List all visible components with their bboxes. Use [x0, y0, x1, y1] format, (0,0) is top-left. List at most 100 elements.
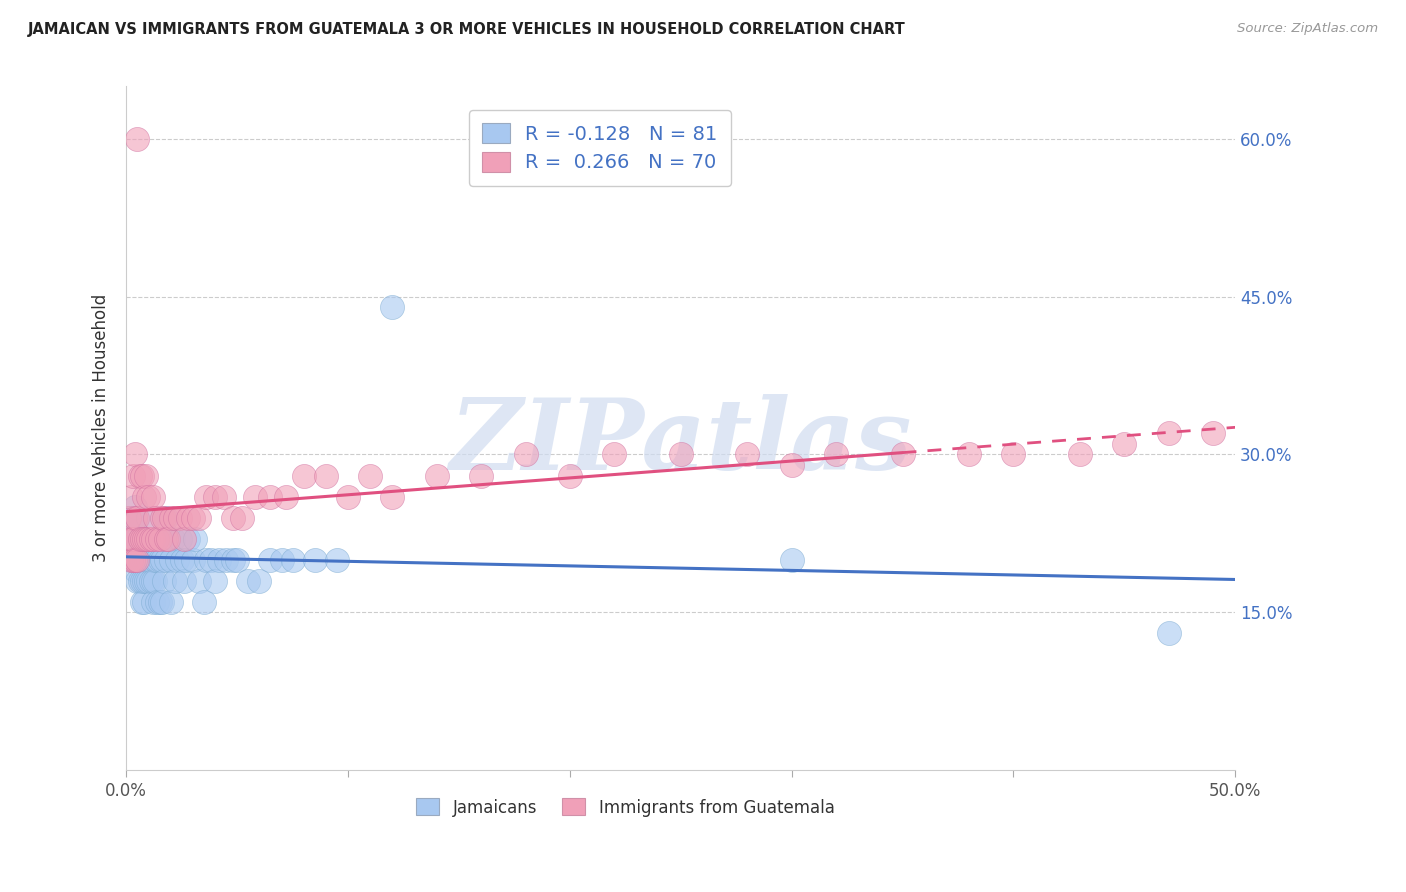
Point	[177, 510, 200, 524]
Point	[1157, 626, 1180, 640]
Point	[138, 510, 160, 524]
Point	[153, 510, 176, 524]
Point	[780, 458, 803, 472]
Point	[135, 532, 157, 546]
Point	[122, 532, 145, 546]
Point	[127, 132, 149, 146]
Point	[281, 552, 304, 566]
Point	[603, 447, 626, 461]
Point	[138, 552, 160, 566]
Point	[243, 490, 266, 504]
Point	[138, 490, 160, 504]
Point	[131, 468, 153, 483]
Point	[135, 468, 157, 483]
Point	[122, 532, 145, 546]
Point	[153, 532, 176, 546]
Point	[162, 532, 184, 546]
Point	[127, 532, 149, 546]
Point	[124, 563, 146, 577]
Point	[426, 468, 449, 483]
Y-axis label: 3 or more Vehicles in Household: 3 or more Vehicles in Household	[93, 294, 110, 562]
Point	[165, 510, 187, 524]
Point	[120, 490, 142, 504]
Point	[117, 532, 139, 546]
Point	[825, 447, 848, 461]
Point	[120, 552, 142, 566]
Point	[177, 532, 200, 546]
Text: Source: ZipAtlas.com: Source: ZipAtlas.com	[1237, 22, 1378, 36]
Point	[142, 595, 165, 609]
Point	[117, 510, 139, 524]
Point	[165, 574, 187, 588]
Point	[128, 574, 150, 588]
Point	[247, 574, 270, 588]
Point	[891, 447, 914, 461]
Point	[226, 552, 249, 566]
Point	[132, 552, 155, 566]
Point	[222, 552, 245, 566]
Legend: Jamaicans, Immigrants from Guatemala: Jamaicans, Immigrants from Guatemala	[409, 792, 841, 823]
Point	[135, 552, 157, 566]
Point	[181, 552, 204, 566]
Point	[131, 532, 153, 546]
Point	[170, 552, 193, 566]
Point	[139, 532, 162, 546]
Point	[155, 552, 177, 566]
Point	[142, 490, 165, 504]
Point	[470, 468, 492, 483]
Point	[195, 490, 218, 504]
Point	[169, 532, 191, 546]
Point	[1002, 447, 1025, 461]
Point	[146, 595, 169, 609]
Point	[259, 552, 281, 566]
Point	[169, 510, 191, 524]
Point	[259, 490, 281, 504]
Point	[146, 552, 169, 566]
Point	[155, 510, 177, 524]
Point	[143, 552, 166, 566]
Point	[124, 447, 146, 461]
Point	[139, 574, 162, 588]
Text: JAMAICAN VS IMMIGRANTS FROM GUATEMALA 3 OR MORE VEHICLES IN HOUSEHOLD CORRELATIO: JAMAICAN VS IMMIGRANTS FROM GUATEMALA 3 …	[28, 22, 905, 37]
Point	[780, 552, 803, 566]
Point	[1157, 426, 1180, 441]
Point	[124, 532, 146, 546]
Point	[127, 510, 149, 524]
Point	[138, 532, 160, 546]
Point	[117, 532, 139, 546]
Point	[131, 532, 153, 546]
Point	[128, 532, 150, 546]
Point	[131, 552, 153, 566]
Point	[131, 595, 153, 609]
Point	[669, 447, 692, 461]
Point	[204, 574, 226, 588]
Point	[159, 510, 181, 524]
Point	[957, 447, 980, 461]
Point	[142, 574, 165, 588]
Point	[142, 532, 165, 546]
Point	[274, 490, 297, 504]
Point	[188, 510, 211, 524]
Point	[558, 468, 581, 483]
Point	[208, 552, 231, 566]
Point	[128, 468, 150, 483]
Point	[143, 574, 166, 588]
Point	[381, 300, 404, 314]
Point	[128, 532, 150, 546]
Point	[127, 552, 149, 566]
Point	[359, 468, 381, 483]
Point	[159, 552, 181, 566]
Point	[142, 532, 165, 546]
Point	[173, 532, 195, 546]
Point	[132, 574, 155, 588]
Text: ZIPatlas: ZIPatlas	[450, 393, 912, 490]
Point	[157, 532, 180, 546]
Point	[174, 552, 197, 566]
Point	[1202, 426, 1225, 441]
Point	[381, 490, 404, 504]
Point	[270, 552, 292, 566]
Point	[122, 552, 145, 566]
Point	[1114, 437, 1136, 451]
Point	[127, 574, 149, 588]
Point	[124, 552, 146, 566]
